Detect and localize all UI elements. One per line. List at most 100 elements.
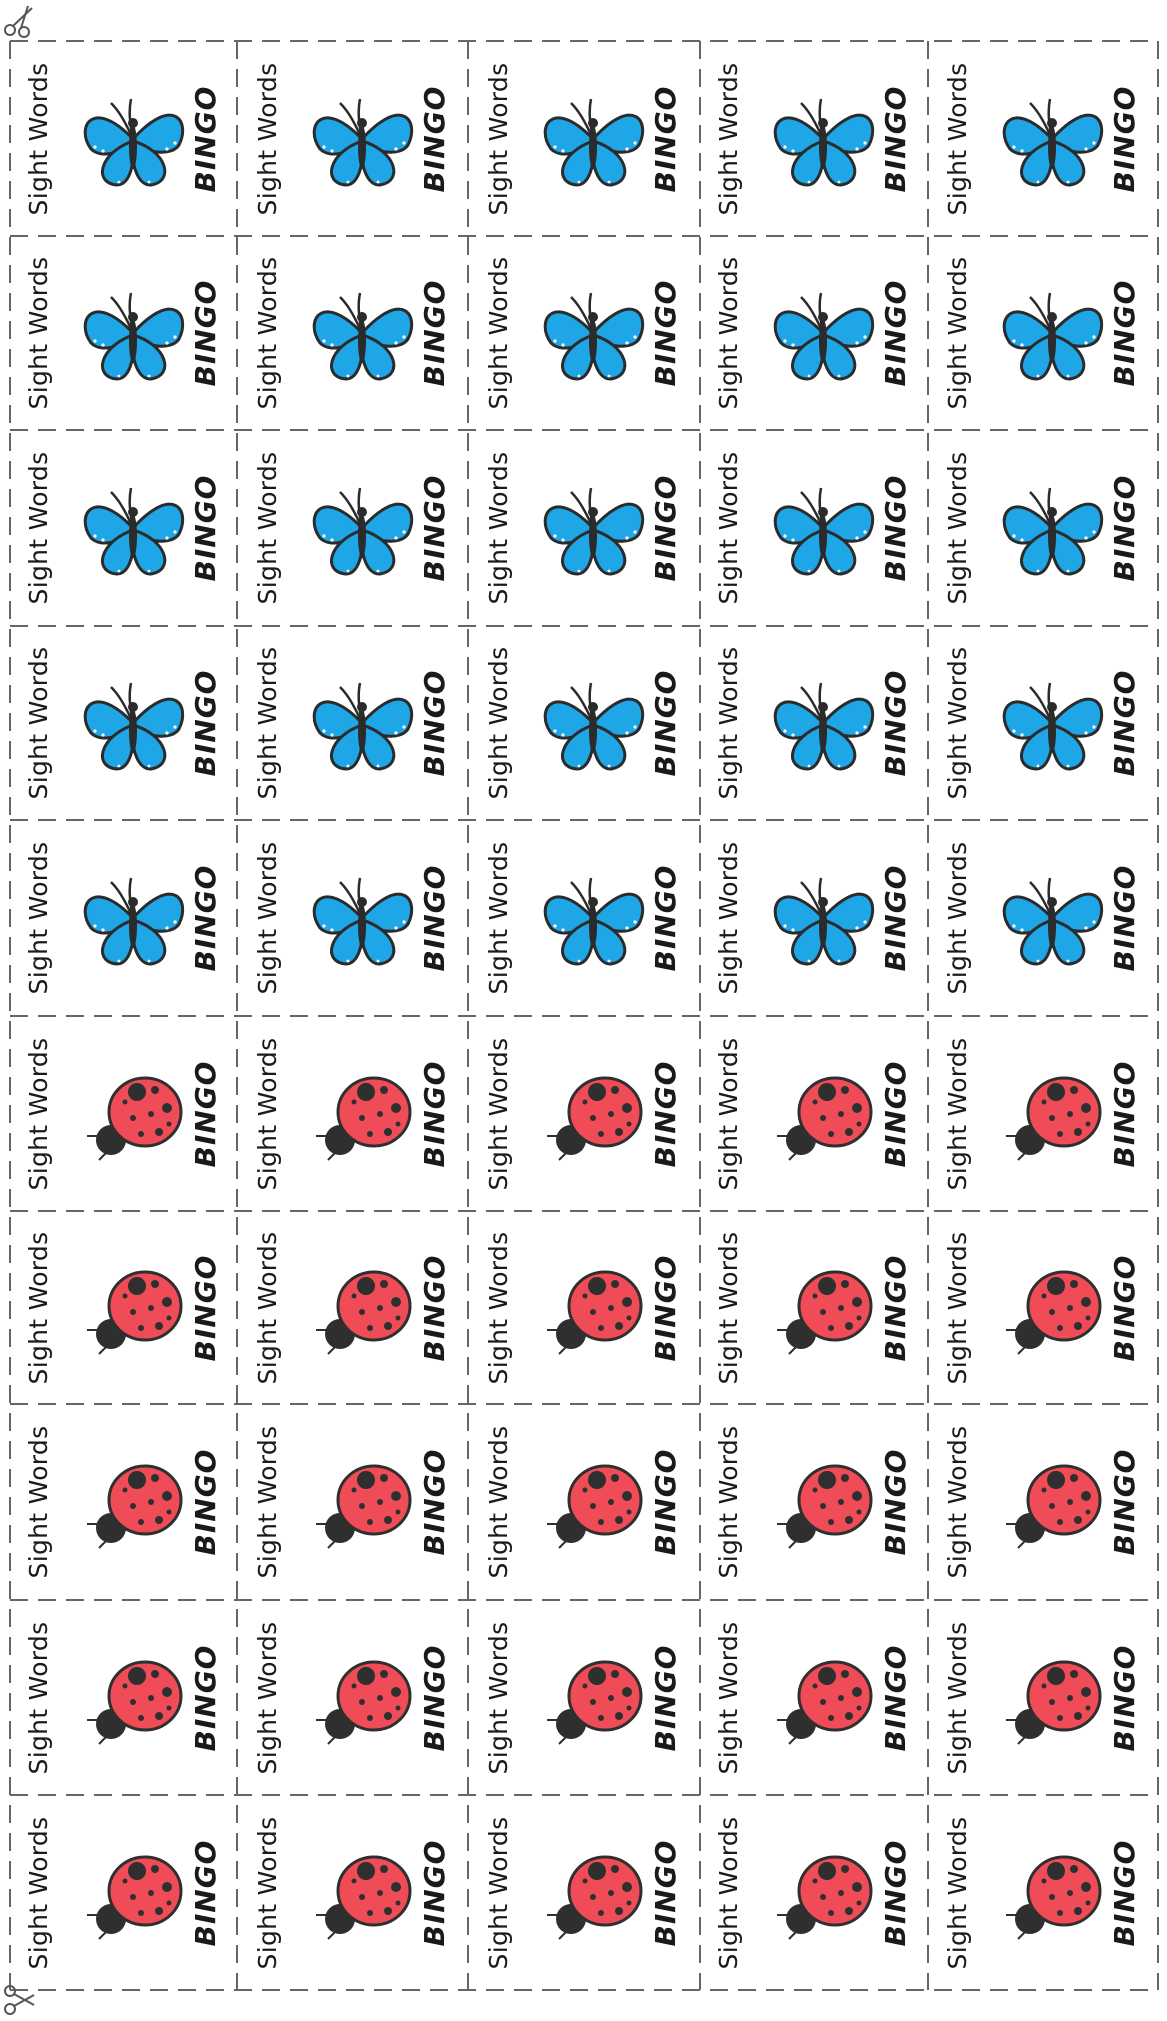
bingo-label: BINGO <box>1108 669 1141 777</box>
ladybug-bingo-card: Sight Words BINGO <box>237 1795 468 1990</box>
sight-words-title: Sight Words <box>714 841 743 995</box>
butterfly-icon <box>72 866 192 970</box>
card-content: Sight Words BINGO <box>241 628 465 818</box>
butterfly-bingo-card: Sight Words BINGO <box>700 41 928 236</box>
butterfly-bingo-card: Sight Words BINGO <box>700 236 928 430</box>
bingo-label: BINGO <box>188 1644 222 1751</box>
butterfly-bingo-card: Sight Words BINGO <box>237 41 468 236</box>
ladybug-icon <box>533 1062 653 1166</box>
butterfly-icon <box>992 866 1112 970</box>
butterfly-icon <box>763 476 883 580</box>
ladybug-icon <box>72 1841 192 1945</box>
butterfly-icon <box>992 87 1112 191</box>
sight-words-title: Sight Words <box>252 1621 282 1774</box>
sight-words-title: Sight Words <box>252 841 282 995</box>
card-content: Sight Words BINGO <box>241 1213 465 1403</box>
ladybug-icon <box>72 1646 192 1750</box>
ladybug-icon <box>301 1256 421 1360</box>
butterfly-bingo-card: Sight Words BINGO <box>700 820 928 1016</box>
ladybug-icon <box>301 1841 421 1945</box>
butterfly-icon <box>533 866 653 970</box>
butterfly-bingo-card: Sight Words BINGO <box>928 626 1158 820</box>
card-content: Sight Words BINGO <box>931 433 1155 623</box>
card-content: Sight Words BINGO <box>472 1213 696 1403</box>
bingo-label: BINGO <box>417 279 451 387</box>
bingo-label: BINGO <box>1108 1839 1141 1946</box>
card-content: Sight Words BINGO <box>472 628 696 818</box>
ladybug-bingo-card: Sight Words BINGO <box>468 1404 700 1600</box>
bingo-label: BINGO <box>649 1839 682 1946</box>
ladybug-bingo-card: Sight Words BINGO <box>468 1795 700 1990</box>
sight-words-title: Sight Words <box>252 1037 282 1190</box>
bingo-label: BINGO <box>188 85 222 192</box>
sight-words-title: Sight Words <box>714 646 743 800</box>
card-content: Sight Words BINGO <box>472 1603 696 1793</box>
butterfly-bingo-card: Sight Words BINGO <box>10 820 237 1016</box>
ladybug-icon <box>763 1646 883 1750</box>
sight-words-title: Sight Words <box>943 1231 972 1384</box>
ladybug-bingo-card: Sight Words BINGO <box>468 1211 700 1404</box>
card-content: Sight Words BINGO <box>702 238 926 428</box>
butterfly-icon <box>301 476 421 580</box>
bingo-label: BINGO <box>417 864 451 972</box>
bingo-label: BINGO <box>879 1254 912 1361</box>
card-content: Sight Words BINGO <box>702 1019 926 1209</box>
card-content: Sight Words BINGO <box>931 1798 1155 1988</box>
bingo-label: BINGO <box>188 1060 222 1167</box>
bingo-label: BINGO <box>417 85 451 192</box>
card-content: Sight Words BINGO <box>702 1603 926 1793</box>
sight-words-title: Sight Words <box>484 1231 513 1384</box>
sight-words-title: Sight Words <box>484 1425 513 1579</box>
bingo-label: BINGO <box>1108 474 1141 582</box>
ladybug-icon <box>72 1450 192 1554</box>
sight-words-title: Sight Words <box>23 256 53 410</box>
bingo-label: BINGO <box>649 1060 682 1167</box>
bingo-label: BINGO <box>417 1839 451 1946</box>
bingo-label: BINGO <box>649 669 682 777</box>
ladybug-icon <box>992 1450 1112 1554</box>
bingo-label: BINGO <box>879 85 912 192</box>
sight-words-title: Sight Words <box>943 256 972 410</box>
card-content: Sight Words BINGO <box>702 1407 926 1597</box>
ladybug-bingo-card: Sight Words BINGO <box>10 1795 237 1990</box>
ladybug-bingo-card: Sight Words BINGO <box>10 1600 237 1795</box>
card-content: Sight Words BINGO <box>12 1019 236 1209</box>
card-content: Sight Words BINGO <box>931 823 1155 1013</box>
ladybug-bingo-card: Sight Words BINGO <box>700 1795 928 1990</box>
ladybug-icon <box>992 1841 1112 1945</box>
bingo-label: BINGO <box>649 1644 682 1751</box>
butterfly-icon <box>533 476 653 580</box>
ladybug-bingo-card: Sight Words BINGO <box>928 1600 1158 1795</box>
sight-words-title: Sight Words <box>484 1816 513 1969</box>
sight-words-title: Sight Words <box>484 646 513 800</box>
ladybug-bingo-card: Sight Words BINGO <box>928 1016 1158 1211</box>
card-content: Sight Words BINGO <box>241 238 465 428</box>
ladybug-icon <box>72 1256 192 1360</box>
card-content: Sight Words BINGO <box>702 44 926 234</box>
card-content: Sight Words BINGO <box>241 1019 465 1209</box>
ladybug-icon <box>992 1256 1112 1360</box>
sight-words-title: Sight Words <box>484 62 513 215</box>
bingo-label: BINGO <box>188 669 222 777</box>
bingo-label: BINGO <box>879 669 912 777</box>
sight-words-title: Sight Words <box>23 1231 53 1384</box>
butterfly-bingo-card: Sight Words BINGO <box>10 41 237 236</box>
bingo-label: BINGO <box>879 864 912 972</box>
bingo-label: BINGO <box>417 669 451 777</box>
card-content: Sight Words BINGO <box>702 823 926 1013</box>
butterfly-bingo-card: Sight Words BINGO <box>928 41 1158 236</box>
butterfly-bingo-card: Sight Words BINGO <box>468 41 700 236</box>
sight-words-title: Sight Words <box>943 841 972 995</box>
bingo-label: BINGO <box>879 1839 912 1946</box>
butterfly-bingo-card: Sight Words BINGO <box>237 430 468 626</box>
bingo-label: BINGO <box>417 474 451 582</box>
card-content: Sight Words BINGO <box>472 823 696 1013</box>
ladybug-bingo-card: Sight Words BINGO <box>468 1016 700 1211</box>
butterfly-icon <box>72 281 192 385</box>
butterfly-icon <box>72 87 192 191</box>
bingo-label: BINGO <box>1108 1254 1141 1361</box>
ladybug-bingo-card: Sight Words BINGO <box>700 1404 928 1600</box>
card-content: Sight Words BINGO <box>241 823 465 1013</box>
butterfly-icon <box>301 866 421 970</box>
